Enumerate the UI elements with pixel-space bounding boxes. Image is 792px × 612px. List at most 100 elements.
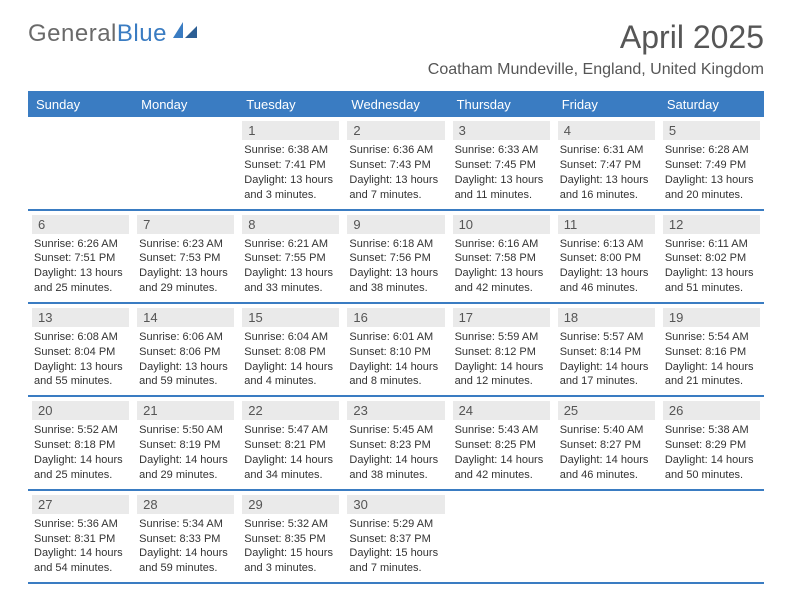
daylight-text: Daylight: 14 hours and 42 minutes. <box>455 453 548 483</box>
sunset-text: Sunset: 8:25 PM <box>455 438 548 453</box>
day-body: Sunrise: 5:43 AMSunset: 8:25 PMDaylight:… <box>453 423 550 482</box>
dow-saturday: Saturday <box>659 93 764 117</box>
daylight-text: Daylight: 13 hours and 20 minutes. <box>665 173 758 203</box>
sunrise-text: Sunrise: 6:23 AM <box>139 237 232 252</box>
week-row: 20Sunrise: 5:52 AMSunset: 8:18 PMDayligh… <box>28 397 764 490</box>
day-number: 15 <box>242 308 339 327</box>
day-body: Sunrise: 5:45 AMSunset: 8:23 PMDaylight:… <box>347 423 444 482</box>
sunset-text: Sunset: 8:35 PM <box>244 532 337 547</box>
day-body: Sunrise: 5:59 AMSunset: 8:12 PMDaylight:… <box>453 330 550 389</box>
day-cell: 2 Sunrise: 6:36 AMSunset: 7:43 PMDaylight… <box>343 117 448 208</box>
day-number: 2 <box>347 121 444 140</box>
sunset-text: Sunset: 7:56 PM <box>349 251 442 266</box>
day-body: Sunrise: 5:36 AMSunset: 8:31 PMDaylight:… <box>32 517 129 576</box>
week-row: 1Sunrise: 6:38 AMSunset: 7:41 PMDaylight… <box>28 117 764 210</box>
weeks-container: 1Sunrise: 6:38 AMSunset: 7:41 PMDaylight… <box>28 117 764 584</box>
daylight-text: Daylight: 13 hours and 38 minutes. <box>349 266 442 296</box>
daylight-text: Daylight: 14 hours and 21 minutes. <box>665 360 758 390</box>
day-cell: 19Sunrise: 5:54 AMSunset: 8:16 PMDayligh… <box>659 304 764 395</box>
day-cell <box>133 117 238 208</box>
sunrise-text: Sunrise: 5:47 AM <box>244 423 337 438</box>
day-number: 30 <box>347 495 444 514</box>
day-cell: 11Sunrise: 6:13 AMSunset: 8:00 PMDayligh… <box>554 211 659 302</box>
sunrise-text: Sunrise: 6:18 AM <box>349 237 442 252</box>
sunrise-text: Sunrise: 6:36 AM <box>349 143 442 158</box>
sunrise-text: Sunrise: 5:34 AM <box>139 517 232 532</box>
title-block: April 2025 Coatham Mundeville, England, … <box>428 20 764 79</box>
day-body: Sunrise: 6:01 AMSunset: 8:10 PMDaylight:… <box>347 330 444 389</box>
day-cell: 1Sunrise: 6:38 AMSunset: 7:41 PMDaylight… <box>238 117 343 208</box>
day-cell: 25Sunrise: 5:40 AMSunset: 8:27 PMDayligh… <box>554 397 659 488</box>
sunset-text: Sunset: 8:12 PM <box>455 345 548 360</box>
dow-thursday: Thursday <box>449 93 554 117</box>
sunrise-text: Sunrise: 5:36 AM <box>34 517 127 532</box>
day-body: Sunrise: 5:40 AMSunset: 8:27 PMDaylight:… <box>558 423 655 482</box>
day-number: 23 <box>347 401 444 420</box>
sunrise-text: Sunrise: 6:08 AM <box>34 330 127 345</box>
sunset-text: Sunset: 7:41 PM <box>244 158 337 173</box>
day-cell: 27Sunrise: 5:36 AMSunset: 8:31 PMDayligh… <box>28 491 133 582</box>
day-body: Sunrise: 6:16 AMSunset: 7:58 PMDaylight:… <box>453 237 550 296</box>
day-cell: 18Sunrise: 5:57 AMSunset: 8:14 PMDayligh… <box>554 304 659 395</box>
day-cell: 5Sunrise: 6:28 AMSunset: 7:49 PMDaylight… <box>659 117 764 208</box>
sunset-text: Sunset: 8:27 PM <box>560 438 653 453</box>
sunrise-text: Sunrise: 5:59 AM <box>455 330 548 345</box>
daylight-text: Daylight: 13 hours and 11 minutes. <box>455 173 548 203</box>
daylight-text: Daylight: 14 hours and 25 minutes. <box>34 453 127 483</box>
day-cell: 21Sunrise: 5:50 AMSunset: 8:19 PMDayligh… <box>133 397 238 488</box>
sunset-text: Sunset: 7:51 PM <box>34 251 127 266</box>
daylight-text: Daylight: 14 hours and 46 minutes. <box>560 453 653 483</box>
sunrise-text: Sunrise: 6:38 AM <box>244 143 337 158</box>
day-number: 24 <box>453 401 550 420</box>
brand-name-a: General <box>28 20 117 47</box>
day-number: 4 <box>558 121 655 140</box>
sunset-text: Sunset: 8:06 PM <box>139 345 232 360</box>
day-body: Sunrise: 6:36 AMSunset: 7:43 PMDaylight:… <box>347 143 444 202</box>
day-cell: 13 Sunrise: 6:08 AMSunset: 8:04 PMDayligh… <box>28 304 133 395</box>
day-number: 19 <box>663 308 760 327</box>
sunrise-text: Sunrise: 6:13 AM <box>560 237 653 252</box>
day-cell: 29Sunrise: 5:32 AMSunset: 8:35 PMDayligh… <box>238 491 343 582</box>
sunset-text: Sunset: 8:00 PM <box>560 251 653 266</box>
day-body: Sunrise: 5:32 AMSunset: 8:35 PMDaylight:… <box>242 517 339 576</box>
sunrise-text: Sunrise: 5:57 AM <box>560 330 653 345</box>
daylight-text: Daylight: 13 hours and 46 minutes. <box>560 266 653 296</box>
day-number: 26 <box>663 401 760 420</box>
brand-logo: GeneralBlue <box>28 20 199 48</box>
day-cell: 10Sunrise: 6:16 AMSunset: 7:58 PMDayligh… <box>449 211 554 302</box>
day-cell: 22Sunrise: 5:47 AMSunset: 8:21 PMDayligh… <box>238 397 343 488</box>
day-cell <box>554 491 659 582</box>
day-body: Sunrise: 6:31 AMSunset: 7:47 PMDaylight:… <box>558 143 655 202</box>
sunrise-text: Sunrise: 5:32 AM <box>244 517 337 532</box>
sunrise-text: Sunrise: 6:33 AM <box>455 143 548 158</box>
sunset-text: Sunset: 8:08 PM <box>244 345 337 360</box>
day-cell <box>659 491 764 582</box>
day-of-week-row: Sunday Monday Tuesday Wednesday Thursday… <box>28 93 764 117</box>
week-row: 13 Sunrise: 6:08 AMSunset: 8:04 PMDayligh… <box>28 304 764 397</box>
sunset-text: Sunset: 8:23 PM <box>349 438 442 453</box>
day-number: 13 <box>32 308 129 327</box>
daylight-text: Daylight: 13 hours and 42 minutes. <box>455 266 548 296</box>
sunrise-text: Sunrise: 5:54 AM <box>665 330 758 345</box>
daylight-text: Daylight: 14 hours and 12 minutes. <box>455 360 548 390</box>
sunrise-text: Sunrise: 5:52 AM <box>34 423 127 438</box>
day-body: Sunrise: 5:52 AMSunset: 8:18 PMDaylight:… <box>32 423 129 482</box>
day-number: 17 <box>453 308 550 327</box>
daylight-text: Daylight: 15 hours and 3 minutes. <box>244 546 337 576</box>
sunrise-text: Sunrise: 6:28 AM <box>665 143 758 158</box>
daylight-text: Daylight: 13 hours and 51 minutes. <box>665 266 758 296</box>
daylight-text: Daylight: 15 hours and 7 minutes. <box>349 546 442 576</box>
day-cell: 8Sunrise: 6:21 AMSunset: 7:55 PMDaylight… <box>238 211 343 302</box>
brand-name: GeneralBlue <box>28 20 167 48</box>
day-cell: 17 Sunrise: 5:59 AMSunset: 8:12 PMDayligh… <box>449 304 554 395</box>
daylight-text: Daylight: 14 hours and 38 minutes. <box>349 453 442 483</box>
sunset-text: Sunset: 7:55 PM <box>244 251 337 266</box>
sunrise-text: Sunrise: 6:06 AM <box>139 330 232 345</box>
sunset-text: Sunset: 7:58 PM <box>455 251 548 266</box>
day-cell: 23 Sunrise: 5:45 AMSunset: 8:23 PMDayligh… <box>343 397 448 488</box>
day-body: Sunrise: 6:28 AMSunset: 7:49 PMDaylight:… <box>663 143 760 202</box>
day-body: Sunrise: 6:08 AMSunset: 8:04 PMDaylight:… <box>32 330 129 389</box>
daylight-text: Daylight: 14 hours and 50 minutes. <box>665 453 758 483</box>
sunset-text: Sunset: 7:49 PM <box>665 158 758 173</box>
day-number: 28 <box>137 495 234 514</box>
